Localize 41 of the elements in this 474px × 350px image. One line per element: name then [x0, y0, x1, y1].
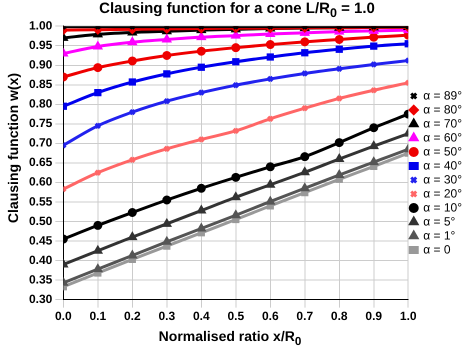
legend-label: α = 30°	[423, 172, 462, 186]
y-tick-label: 0.65	[28, 155, 53, 170]
y-tick-label: 0.95	[28, 38, 53, 52]
y-tick-label: 0.50	[28, 214, 53, 228]
y-tick-label: 0.55	[28, 194, 53, 208]
x-tick-label: 0.7	[296, 309, 314, 324]
y-tick-label: 0.75	[28, 116, 53, 130]
x-tick-label: 0.2	[124, 309, 141, 324]
y-tick-label: 0.60	[28, 174, 53, 189]
chart-title: Clausing function for a cone L/R$_{0}$ = 1.0	[98, 0, 376, 20]
legend-label: α = 50°	[423, 144, 462, 158]
x-tick-label: 0.8	[330, 309, 348, 324]
y-tick-label: 1.00	[28, 18, 53, 33]
legend-label: α = 5°	[423, 214, 456, 228]
y-tick-label: 0.85	[28, 77, 53, 92]
x-tick-label: 0.5	[227, 309, 244, 324]
x-tick-label: 0.3	[158, 309, 176, 324]
legend-label: α = 89°	[423, 88, 462, 102]
legend-label: α = 0	[423, 242, 451, 256]
y-axis-title: Clausing function w(x)	[5, 72, 21, 226]
legend-label: α = 80°	[423, 102, 462, 116]
legend-label: α = 60°	[423, 130, 462, 144]
x-tick-label: 1.0	[400, 309, 417, 324]
y-tick-label: 0.30	[28, 292, 53, 306]
legend-label: α = 70°	[423, 116, 462, 130]
y-tick-label: 0.35	[28, 272, 53, 286]
y-tick-label: 0.80	[28, 96, 53, 111]
x-tick-label: 0.9	[365, 309, 382, 324]
legend-label: α = 20°	[423, 186, 462, 200]
legend-label: α = 1°	[423, 228, 456, 242]
x-tick-label: 0.1	[90, 309, 107, 324]
y-tick-label: 0.45	[28, 233, 53, 248]
x-tick-label: 0.4	[192, 309, 210, 324]
y-tick-label: 0.90	[28, 58, 53, 72]
legend-label: α = 40°	[423, 158, 462, 172]
y-tick-label: 0.70	[28, 136, 53, 150]
y-tick-label: 0.40	[28, 252, 53, 267]
x-axis-title: Normalised ratio x/R$_{0}$	[158, 328, 302, 348]
legend-label: α = 10°	[423, 200, 462, 214]
x-tick-label: 0.6	[262, 309, 279, 324]
x-tick-label: 0.0	[55, 309, 72, 324]
